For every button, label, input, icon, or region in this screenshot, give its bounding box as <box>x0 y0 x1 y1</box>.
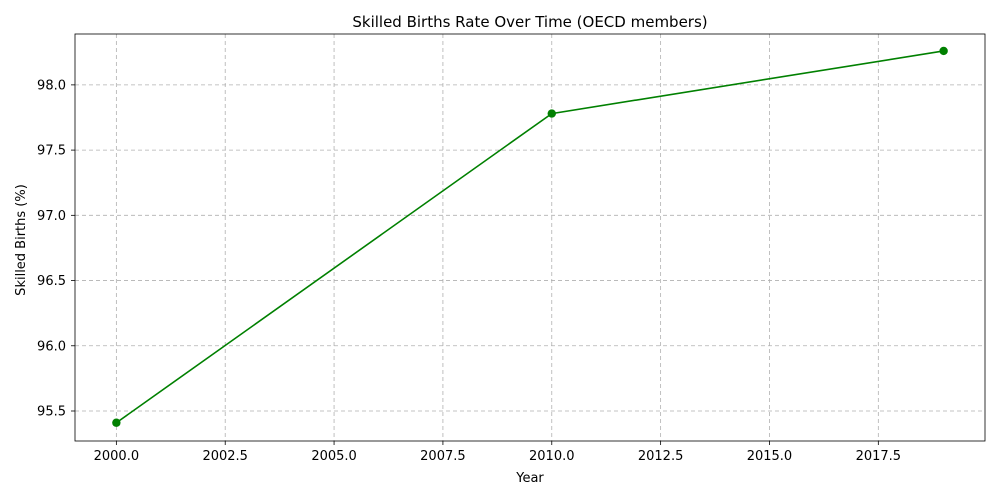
data-point <box>112 418 121 427</box>
x-tick-label: 2007.5 <box>420 449 466 464</box>
series-line <box>115 50 944 424</box>
x-tick-label: 2010.0 <box>529 449 575 464</box>
data-point <box>939 46 948 56</box>
chart-title: Skilled Births Rate Over Time (OECD memb… <box>352 13 707 31</box>
x-tick-label: 2005.0 <box>311 449 357 464</box>
x-tick-label: 2012.5 <box>638 449 684 464</box>
x-tick-label: 2017.5 <box>856 449 902 464</box>
x-axis-title: Year <box>515 471 544 486</box>
y-tick-label: 97.0 <box>37 209 66 224</box>
y-axis-ticks: 95.5 96.0 96.5 97.0 97.5 98.0 <box>37 78 75 419</box>
x-tick-label: 2000.0 <box>94 449 140 464</box>
y-tick-label: 98.0 <box>37 78 66 93</box>
grid <box>75 34 985 441</box>
y-tick-label: 95.5 <box>37 404 66 419</box>
x-tick-label: 2002.5 <box>202 449 248 464</box>
x-axis-ticks: 2000.0 2002.5 2005.0 2007.5 2010.0 2012.5 2015… <box>94 441 901 464</box>
y-tick-label: 97.5 <box>37 144 66 159</box>
y-tick-label: 96.0 <box>37 339 66 354</box>
y-tick-label: 96.5 <box>37 274 66 289</box>
plot-frame <box>74 33 986 442</box>
y-axis-title: Skilled Births (%) <box>14 184 29 296</box>
series-layer <box>112 46 948 427</box>
data-point <box>547 109 556 118</box>
x-tick-label: 2015.0 <box>747 449 793 464</box>
